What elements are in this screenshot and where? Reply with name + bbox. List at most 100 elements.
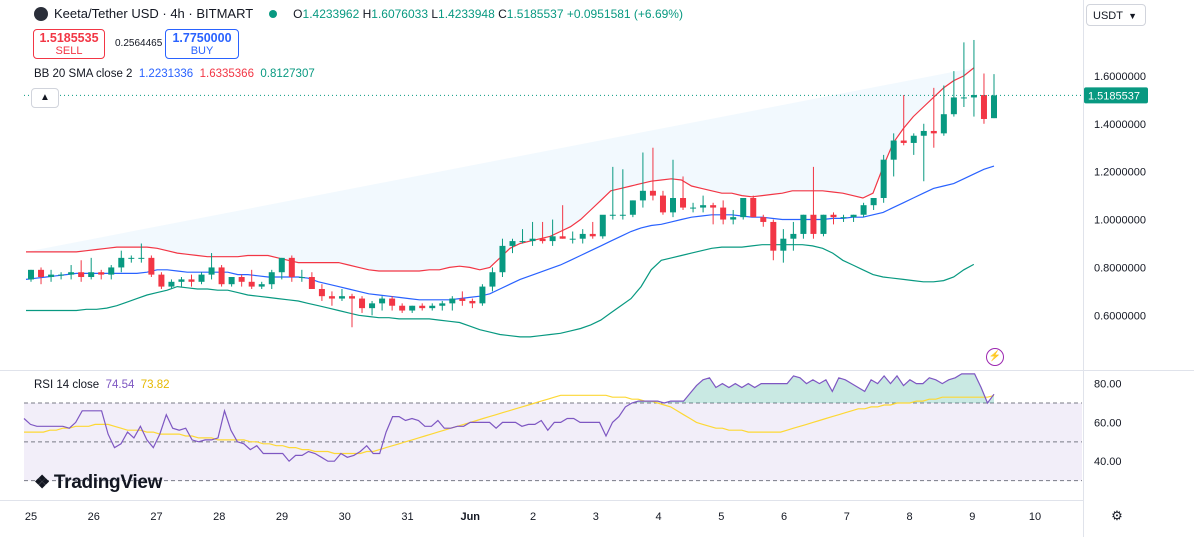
candle-body [850, 214, 857, 218]
candle-body [519, 241, 526, 243]
price-tick-label: 1.6000000 [1094, 71, 1146, 83]
candle-body [228, 277, 235, 285]
currency-selector[interactable]: USDT ▼ [1086, 4, 1146, 26]
coin-icon[interactable] [34, 6, 48, 21]
candle-body [730, 217, 737, 220]
chart-header: Keeta/Tether USD · 4h · BITMART O1.42339… [34, 6, 683, 21]
candle-body [148, 257, 155, 275]
close-value: 1.5185537 [506, 6, 564, 21]
time-tick-label: 10 [1029, 511, 1041, 523]
candle-body [409, 305, 416, 311]
rsi-name: RSI 14 close [34, 379, 100, 391]
candle-body [720, 207, 727, 220]
chevron-up-icon[interactable]: ▲ [31, 88, 59, 108]
sell-button[interactable]: 1.5185535 SELL [33, 29, 105, 59]
candle-body [950, 97, 957, 115]
time-tick-label: 4 [655, 511, 661, 523]
rsi-line [23, 373, 995, 463]
candle-body [810, 214, 817, 234]
high-value: 1.6076033 [371, 6, 428, 21]
rsi-overbought-fill [24, 373, 994, 404]
candle-body [780, 238, 787, 251]
open-label: O [293, 6, 303, 21]
candle-body [48, 274, 55, 278]
bolt-icon[interactable]: ⚡ [986, 348, 1004, 366]
candle-body [629, 200, 636, 215]
candle-body [890, 140, 897, 160]
candle-body [399, 305, 406, 311]
time-tick-label: 9 [969, 511, 975, 523]
candle-body [78, 272, 85, 278]
time-tick-label: 29 [276, 511, 288, 523]
high-label: H [362, 6, 372, 21]
gear-icon[interactable]: ⚙ [1111, 508, 1123, 523]
candle-body [910, 135, 917, 143]
candle-body [800, 214, 807, 234]
candle-body [419, 305, 426, 309]
candle-body [659, 195, 666, 213]
low-value: 1.4233948 [438, 6, 495, 21]
open-value: 1.4233962 [302, 6, 360, 21]
candle-body [338, 296, 345, 299]
candle-body [28, 269, 34, 280]
candle-body [369, 303, 376, 309]
candle-body [770, 221, 777, 251]
rsi-tick-label: 80.00 [1094, 379, 1122, 391]
buy-button[interactable]: 1.7750000 BUY [165, 29, 239, 59]
ohlc-values: O1.4233962 H1.6076033 L1.4233948 C1.5185… [293, 7, 683, 21]
chevron-down-icon: ▼ [1128, 11, 1137, 21]
change-value: +0.0951581 (+6.69%) [566, 6, 683, 21]
candle-body [539, 238, 546, 242]
candle-body [619, 214, 626, 216]
candle-body [599, 214, 606, 237]
candle-body [308, 277, 315, 289]
bb-basis-line [25, 165, 995, 301]
candle-body [940, 114, 947, 134]
symbol-title[interactable]: Keeta/Tether USD · 4h · BITMART [54, 6, 254, 21]
candle-body [138, 257, 145, 259]
bb-band-fill [26, 67, 974, 272]
price-tick-label: 0.8000000 [1094, 262, 1146, 274]
tradingview-logo-icon[interactable]: ❖ TradingView [34, 472, 163, 493]
candle-body [830, 214, 837, 218]
time-tick-label: 26 [88, 511, 100, 523]
rsi-legend[interactable]: RSI 14 close 74.54 73.82 [34, 379, 170, 391]
candle-body [960, 97, 967, 99]
time-tick-label: 5 [718, 511, 724, 523]
candle-body [198, 274, 205, 282]
candle-body [529, 238, 536, 242]
logo-text: TradingView [53, 472, 163, 493]
candle-body [649, 190, 656, 196]
candle-body [439, 303, 446, 306]
time-tick-label: 28 [213, 511, 225, 523]
candle-body [690, 207, 697, 209]
candle-body [328, 296, 335, 299]
candle-body [639, 190, 646, 201]
candle-body [168, 281, 175, 287]
last-price-label: 1.5185537 [1088, 90, 1140, 102]
candle-body [218, 267, 225, 285]
candle-body [920, 130, 927, 136]
candle-body [980, 95, 987, 119]
candle-body [880, 159, 887, 198]
candle-body [108, 267, 115, 275]
bb-lower-value: 0.8127307 [260, 68, 315, 80]
bb-lower-line [26, 244, 975, 338]
candle-body [429, 305, 436, 309]
candle-body [288, 257, 295, 278]
sell-price: 1.5185535 [39, 31, 99, 45]
price-tick-label: 1.0000000 [1094, 215, 1146, 227]
candle-body [680, 198, 687, 208]
candle-body [991, 95, 997, 119]
candle-body [359, 298, 366, 309]
time-tick-label: 31 [401, 511, 413, 523]
bb-legend[interactable]: BB 20 SMA close 2 1.2231336 1.6335366 0.… [34, 68, 315, 80]
candle-body [700, 205, 707, 208]
buy-label: BUY [190, 45, 214, 57]
candle-body [98, 272, 105, 275]
dot-icon [269, 9, 278, 18]
candle-body [569, 238, 576, 240]
candle-body [128, 257, 135, 259]
candle-body [178, 279, 185, 282]
